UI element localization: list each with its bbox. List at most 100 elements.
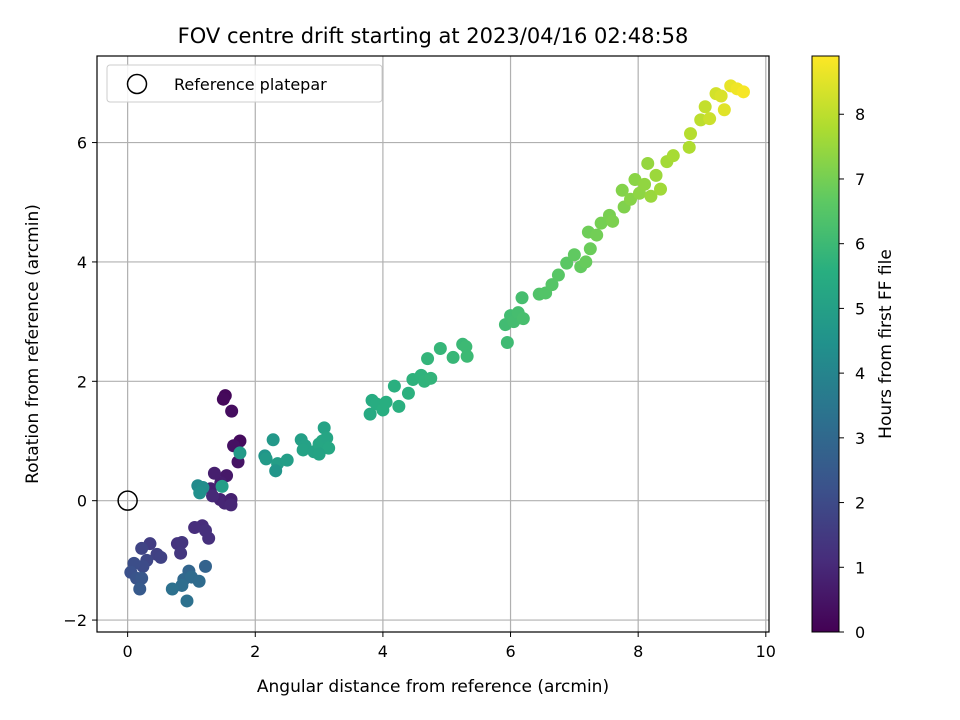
data-point: [216, 392, 230, 406]
data-point: [225, 404, 239, 418]
x-tick-label: 4: [378, 642, 388, 661]
data-point: [594, 216, 608, 230]
data-point: [567, 248, 581, 262]
data-point: [736, 85, 750, 99]
legend-label: Reference platepar: [174, 75, 327, 94]
colorbar-tick-label: 2: [855, 494, 865, 513]
data-point: [424, 371, 438, 385]
data-point: [698, 100, 712, 114]
data-point: [583, 242, 597, 256]
data-point: [628, 173, 642, 187]
data-point: [560, 256, 574, 270]
colorbar-tick-label: 8: [855, 105, 865, 124]
data-point: [516, 312, 530, 326]
data-point: [193, 486, 207, 500]
data-point: [545, 278, 559, 292]
y-axis-ticks: −2 0 2 4 6: [63, 134, 97, 630]
data-point: [320, 431, 334, 445]
colorbar-label: Hours from first FF file: [876, 249, 896, 439]
data-point: [446, 350, 460, 364]
x-tick-label: 8: [633, 642, 643, 661]
data-point: [174, 546, 188, 560]
data-point: [269, 464, 283, 478]
colorbar-tick-label: 4: [855, 364, 865, 383]
data-point: [615, 183, 629, 197]
data-point: [192, 574, 206, 588]
data-point: [703, 112, 717, 126]
x-tick-label: 6: [505, 642, 515, 661]
data-point: [207, 466, 221, 480]
data-point: [460, 349, 474, 363]
data-point: [266, 433, 280, 447]
data-point: [317, 421, 331, 435]
legend: Reference platepar: [106, 64, 383, 103]
data-points: [117, 79, 750, 608]
data-point: [215, 479, 229, 493]
colorbar-gradient: [811, 55, 840, 633]
colorbar: 0 1 2 3 4 5 6 7 8 Hours from first FF file: [811, 55, 896, 642]
data-point: [421, 352, 435, 366]
data-point: [606, 214, 620, 228]
data-point: [133, 582, 147, 596]
data-point: [363, 407, 377, 421]
data-point: [515, 291, 529, 305]
data-point: [551, 268, 565, 282]
data-point: [579, 255, 593, 269]
y-tick-label: 0: [77, 492, 87, 511]
x-tick-label: 10: [756, 642, 776, 661]
data-point: [233, 446, 247, 460]
y-tick-label: −2: [63, 611, 87, 630]
data-point: [459, 340, 473, 354]
data-point: [206, 489, 220, 503]
data-point: [714, 89, 728, 103]
data-point: [198, 559, 212, 573]
colorbar-tick-label: 0: [855, 623, 865, 642]
colorbar-tick-label: 5: [855, 299, 865, 318]
colorbar-tick-label: 7: [855, 170, 865, 189]
data-point: [175, 535, 189, 549]
data-point: [322, 441, 336, 455]
data-point: [666, 149, 680, 163]
colorbar-ticks: 0 1 2 3 4 5 6 7 8: [839, 105, 865, 642]
y-tick-label: 6: [77, 134, 87, 153]
data-point: [392, 399, 406, 413]
data-point: [717, 103, 731, 117]
chart-title: FOV centre drift starting at 2023/04/16 …: [178, 24, 689, 48]
y-tick-label: 2: [77, 372, 87, 391]
data-point: [641, 156, 655, 170]
colorbar-tick-label: 3: [855, 429, 865, 448]
data-point: [644, 189, 658, 203]
x-axis-label: Angular distance from reference (arcmin): [257, 677, 609, 697]
data-point: [638, 177, 652, 191]
data-point: [682, 140, 696, 154]
plot-area-frame: [96, 55, 770, 633]
data-point: [590, 228, 604, 242]
data-point: [154, 550, 168, 564]
data-point: [401, 386, 415, 400]
data-point: [180, 594, 194, 608]
data-point: [387, 379, 401, 393]
data-point: [433, 341, 447, 355]
data-point: [312, 447, 326, 461]
data-point: [684, 127, 698, 141]
data-point: [135, 571, 149, 585]
data-point: [379, 395, 393, 409]
data-point: [649, 168, 663, 182]
reference-platepar-marker: [117, 490, 138, 511]
y-tick-label: 4: [77, 253, 87, 272]
x-tick-label: 0: [123, 642, 133, 661]
x-axis-ticks: 0 2 4 6 8 10: [123, 632, 776, 661]
data-point: [259, 452, 273, 466]
colorbar-tick-label: 6: [855, 235, 865, 254]
data-point: [654, 182, 668, 196]
data-point: [296, 443, 310, 457]
data-point: [202, 531, 216, 545]
data-point: [135, 541, 149, 555]
data-point: [224, 498, 238, 512]
x-tick-label: 2: [250, 642, 260, 661]
colorbar-tick-label: 1: [855, 558, 865, 577]
legend-box: [106, 64, 383, 103]
data-point: [188, 521, 202, 535]
y-axis-label: Rotation from reference (arcmin): [23, 204, 43, 484]
